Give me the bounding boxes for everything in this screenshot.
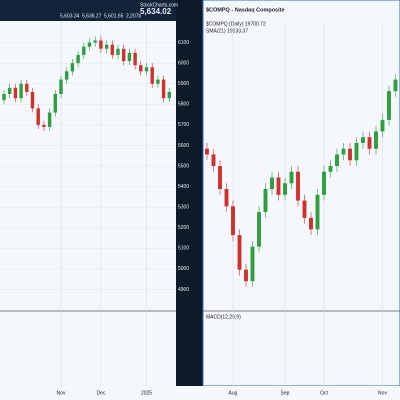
candle-body: [244, 269, 248, 282]
y-tick-label: 5800: [178, 102, 189, 108]
candle-body: [296, 171, 300, 201]
candle-body: [302, 200, 307, 218]
candle-body: [315, 194, 320, 230]
candle-body: [374, 131, 378, 149]
candle-body: [218, 166, 222, 190]
y-tick-label: 5300: [178, 204, 189, 210]
candle-body: [361, 137, 365, 143]
candle-body: [150, 67, 154, 84]
candle-body: [70, 63, 75, 72]
last-price: 5,634.02: [140, 7, 172, 16]
candle-body: [257, 212, 261, 247]
candle-body: [380, 119, 385, 132]
candle-body: [93, 40, 97, 43]
candle-body: [121, 48, 126, 62]
candle-body: [348, 148, 352, 161]
indicator-label: MACD(12,26,9): [206, 314, 241, 320]
candle-body: [335, 154, 339, 166]
y-tick-label: 5500: [178, 163, 189, 169]
y-tick-label: 5900: [178, 81, 189, 87]
y-tick-label: 5400: [178, 184, 189, 190]
x-tick-label: 2025: [141, 390, 152, 396]
x-tick-label: Oct: [320, 390, 328, 396]
candle-body: [283, 183, 287, 195]
candle-body: [354, 142, 359, 161]
y-tick-label: 6000: [178, 60, 189, 66]
y-tick-label: 5000: [178, 266, 189, 272]
candle-body: [19, 83, 23, 99]
x-tick-label: Nov: [57, 390, 66, 396]
candle-body: [387, 91, 391, 120]
candle-body: [110, 44, 115, 55]
candle-body: [104, 44, 109, 49]
candle-body: [7, 87, 12, 94]
right-pane: [202, 0, 400, 387]
candle-body: [224, 189, 229, 207]
candle-body: [328, 166, 333, 172]
candle-body: [139, 65, 143, 72]
left-axis: [176, 0, 200, 386]
candle-body: [309, 217, 313, 230]
y-tick-label: 4900: [178, 287, 189, 293]
candle-body: [59, 79, 63, 94]
y-tick-label: 5200: [178, 225, 189, 231]
candle-body: [341, 148, 346, 155]
candle-body: [393, 79, 398, 92]
left-header: [0, 0, 176, 21]
y-tick-label: 5100: [178, 246, 189, 252]
quote-value: 5,601.65: [104, 13, 124, 19]
x-tick-label: Dec: [96, 390, 105, 396]
candle-body: [42, 124, 46, 127]
candle-body: [231, 206, 235, 236]
y-tick-label: 5700: [178, 122, 189, 128]
quote-value: 5,603.34: [60, 13, 80, 19]
y-tick-label: 5600: [178, 143, 189, 149]
quote-value: 5,636.27: [82, 13, 102, 19]
legend-entry: $COMPQ (Daily) 19700.72: [206, 21, 266, 27]
candle-body: [116, 48, 120, 55]
candle-body: [82, 46, 86, 55]
candle-body: [263, 189, 268, 213]
x-tick-label: Nov: [378, 390, 387, 396]
candle-body: [211, 154, 216, 166]
candle-body: [156, 79, 160, 84]
x-axis-strip: [0, 386, 400, 400]
candle-body: [76, 54, 80, 64]
left-pane: [0, 0, 176, 386]
y-tick-label: 6100: [178, 40, 189, 46]
candle-body: [53, 94, 58, 113]
candle-body: [144, 67, 149, 72]
candle-body: [322, 171, 326, 195]
quote-value: 2,207b: [126, 13, 142, 19]
right-title: $COMPQ - Nasdaq Composite: [206, 7, 285, 13]
candle-body: [64, 71, 69, 80]
candle-body: [167, 91, 172, 99]
candle-body: [25, 83, 29, 92]
candle-body: [87, 42, 92, 47]
candle-body: [47, 112, 52, 127]
candle-body: [161, 79, 166, 99]
candle-body: [276, 177, 281, 195]
candle-body: [133, 52, 137, 66]
candle-body: [30, 91, 35, 109]
x-tick-label: Aug: [229, 390, 238, 396]
candle-body: [237, 235, 242, 270]
candle-body: [13, 87, 18, 99]
candle-body: [270, 177, 274, 190]
candle-body: [250, 246, 255, 282]
candle-body: [36, 108, 40, 125]
candle-body: [205, 148, 209, 155]
x-tick-label: Sep: [281, 390, 290, 396]
candle-body: [127, 52, 132, 62]
legend-entry: SMA(21) 19133.37: [206, 28, 248, 34]
candle-body: [99, 40, 103, 49]
candle-body: [2, 94, 6, 101]
source: StockCharts.com: [140, 2, 178, 8]
candle-body: [367, 137, 372, 149]
candle-body: [289, 171, 294, 184]
